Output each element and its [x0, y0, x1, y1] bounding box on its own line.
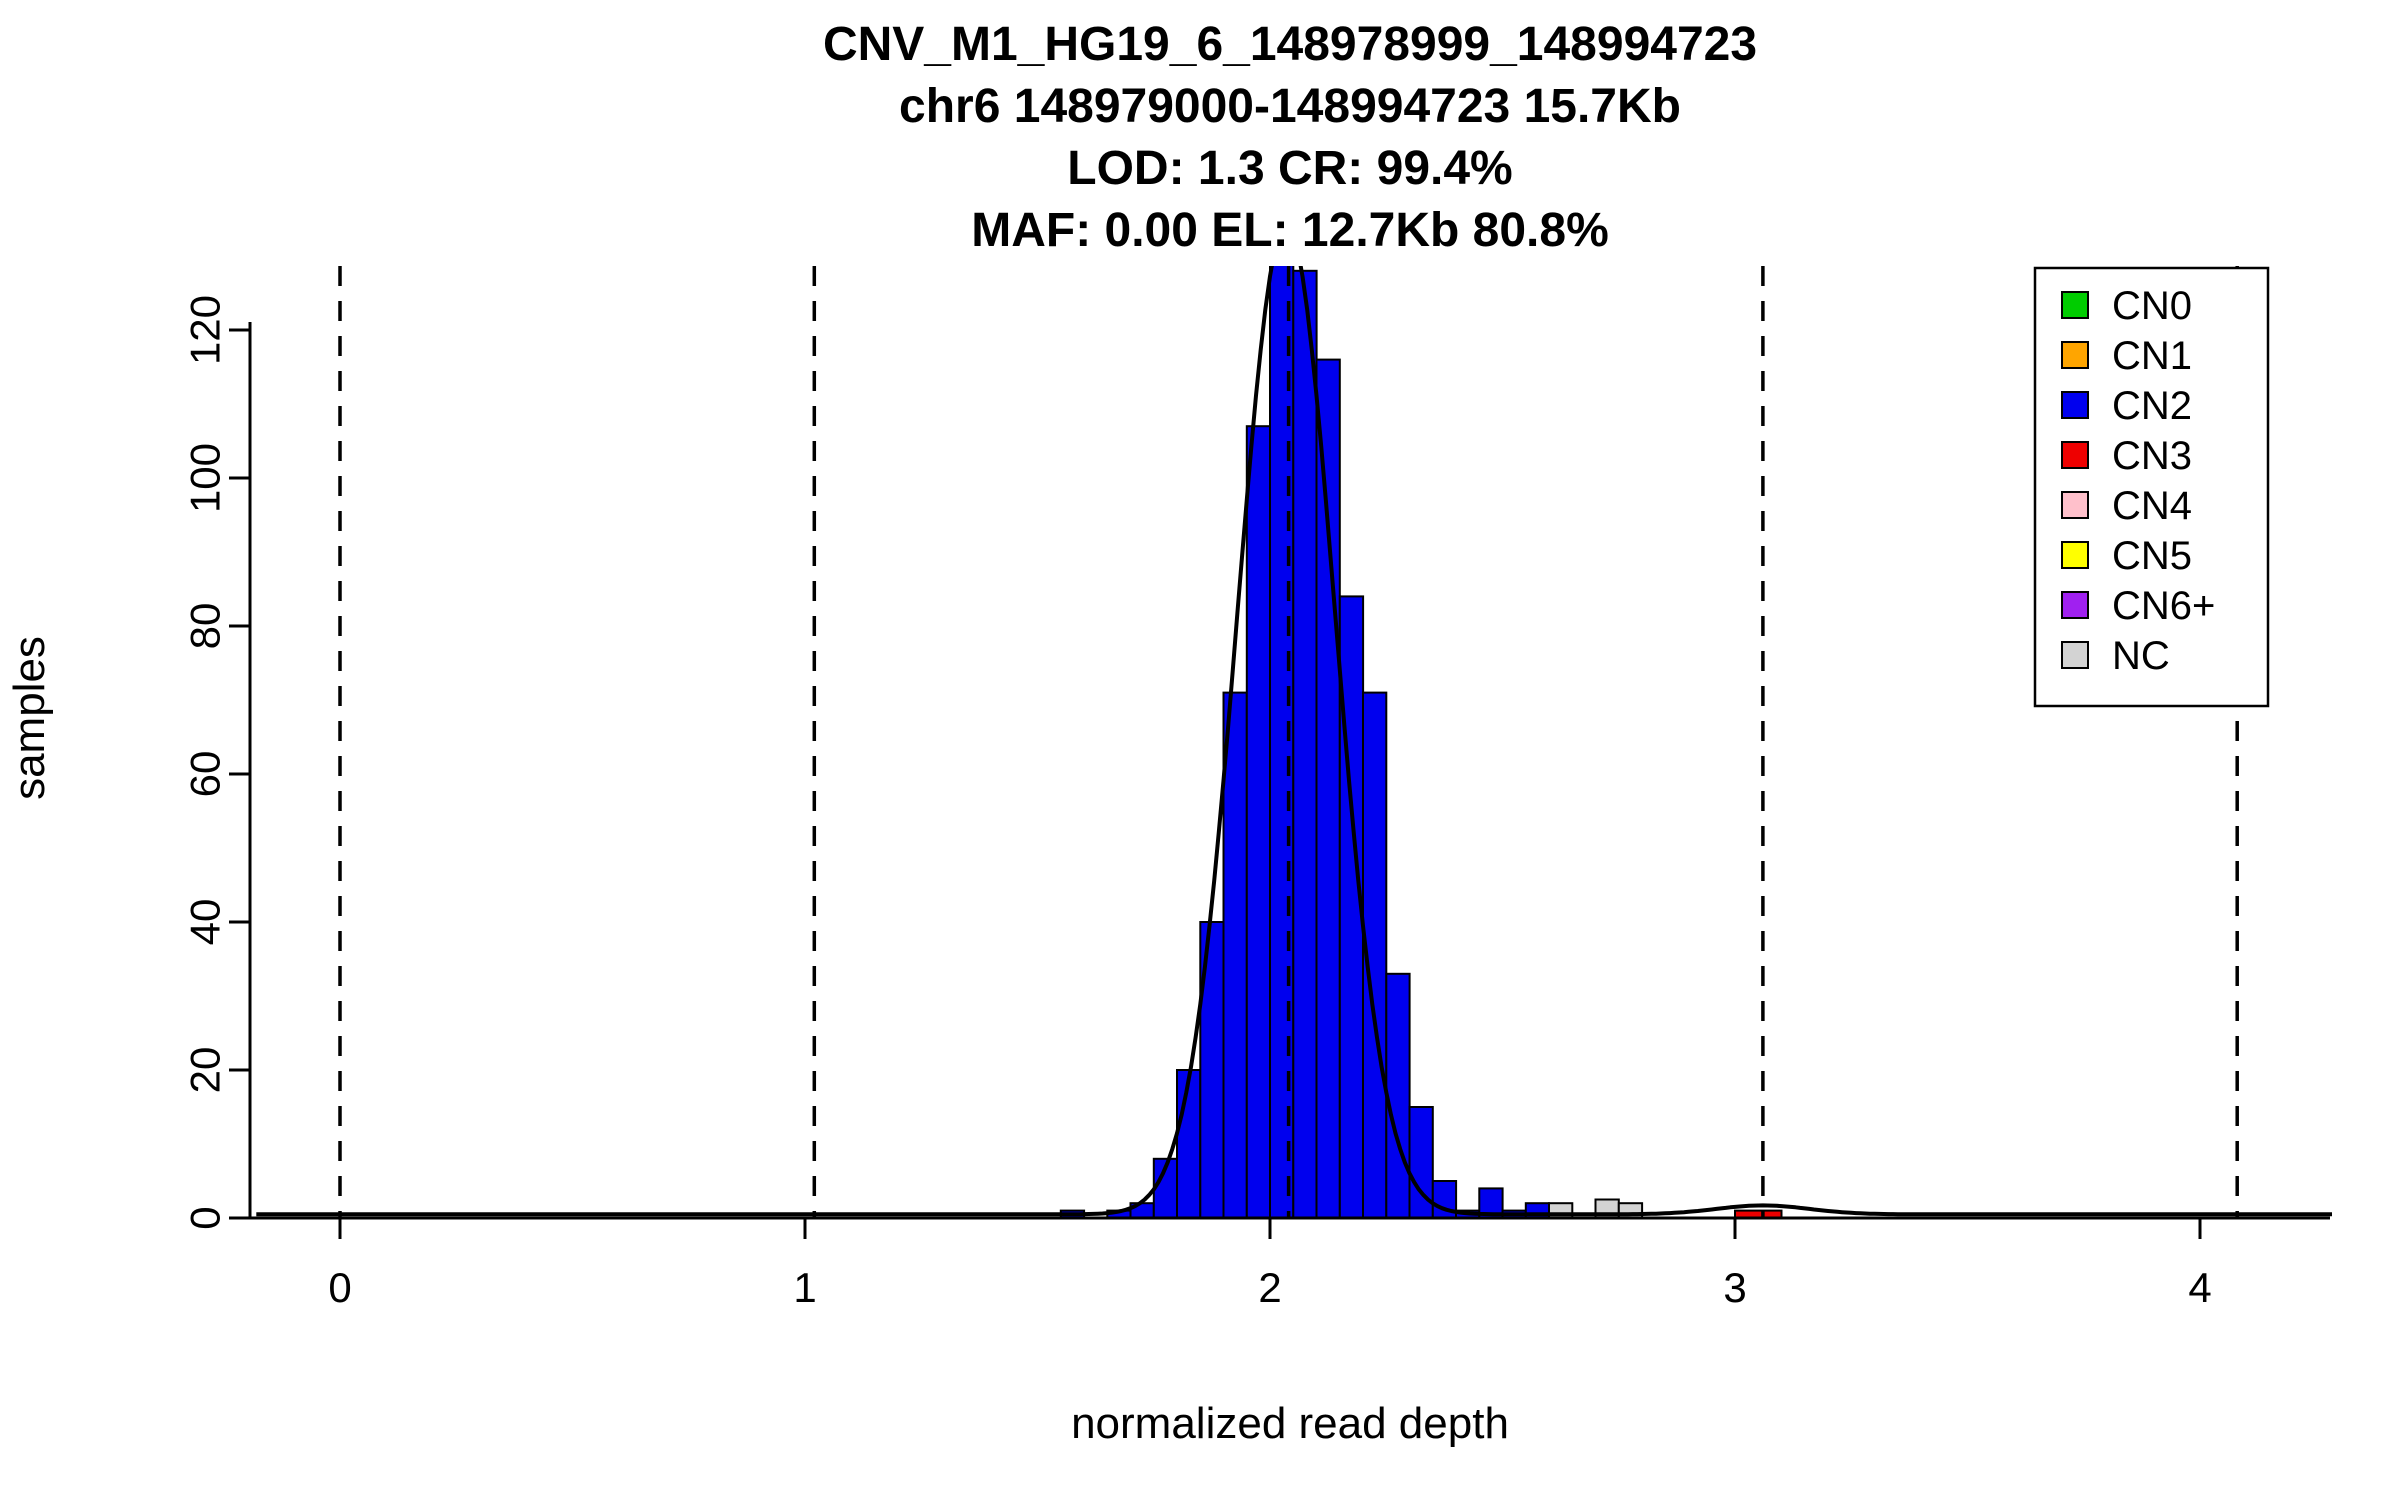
histogram-bar-cn2-4 — [1176, 1069, 1202, 1219]
legend-label-nc: NC — [2112, 634, 2170, 678]
legend-swatch-cn0 — [2061, 291, 2089, 319]
histogram-bar-cn2-6 — [1222, 691, 1248, 1219]
histogram-bar-cn2-13 — [1385, 972, 1411, 1219]
x-tick-label-3: 3 — [1723, 1264, 1746, 1311]
histogram-bars-layer — [1059, 266, 1783, 1220]
histogram-bar-cn2-9 — [1292, 269, 1318, 1219]
histogram-bar-cn2-10 — [1315, 358, 1341, 1220]
legend-layer: CN0 CN1 CN2 CN3 CN4 CN5 CN6+ NC — [2033, 266, 2270, 708]
legend-swatch-cn3 — [2061, 441, 2089, 469]
legend-label-cn3: CN3 — [2112, 434, 2192, 478]
histogram-bar-cn2-7 — [1245, 425, 1272, 1219]
y-axis-title: samples — [5, 636, 54, 800]
legend-swatch-cn1 — [2061, 341, 2089, 369]
chart-title-line-4: MAF: 0.00 EL: 12.7Kb 80.8% — [971, 204, 1609, 257]
legend-label-cn0: CN0 — [2112, 284, 2192, 328]
legend-label-cn2: CN2 — [2112, 384, 2192, 428]
legend-swatch-cn6+ — [2061, 591, 2089, 619]
x-tick-label-1: 1 — [793, 1264, 816, 1311]
density-curve-layer — [256, 266, 2332, 1217]
legend-swatch-cn4 — [2061, 491, 2089, 519]
y-tick-label-120: 120 — [182, 295, 229, 365]
y-tick-label-100: 100 — [182, 443, 229, 513]
legend-label-cn4: CN4 — [2112, 484, 2192, 528]
x-tick-label-4: 4 — [2188, 1264, 2211, 1311]
legend-swatch-nc — [2061, 641, 2089, 669]
y-tick-label-40: 40 — [182, 899, 229, 946]
legend-swatch-cn2 — [2061, 391, 2089, 419]
legend-swatch-cn5 — [2061, 541, 2089, 569]
chart-title-block: CNV_M1_HG19_6_148978999_148994723 chr6 1… — [250, 14, 2330, 262]
legend-label-cn1: CN1 — [2112, 334, 2192, 378]
x-tick-label-2: 2 — [1258, 1264, 1281, 1311]
x-axis-title: normalized read depth — [1071, 1399, 1509, 1448]
y-tick-label-0: 0 — [182, 1206, 229, 1229]
x-tick-label-0: 0 — [328, 1264, 351, 1311]
y-tick-label-20: 20 — [182, 1047, 229, 1094]
chart-title-line-1: CNV_M1_HG19_6_148978999_148994723 — [822, 18, 1758, 71]
chart-title-line-2: chr6 148979000-148994723 15.7Kb — [899, 80, 1681, 133]
y-tick-label-80: 80 — [182, 603, 229, 650]
y-tick-label-60: 60 — [182, 751, 229, 798]
chart-title-line-3: LOD: 1.3 CR: 99.4% — [1067, 142, 1513, 195]
legend-label-cn5: CN5 — [2112, 534, 2192, 578]
density-curve-path — [256, 266, 2332, 1217]
legend-label-cn6+: CN6+ — [2112, 584, 2215, 628]
